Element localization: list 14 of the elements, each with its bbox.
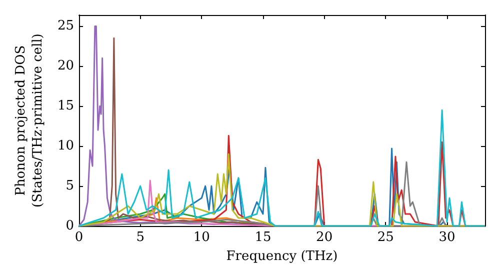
x-axis-title: Frequency (THz) bbox=[226, 249, 338, 264]
x-tick-label: 30 bbox=[438, 230, 456, 245]
x-tick-label: 10 bbox=[193, 230, 210, 245]
y-tick-label: 0 bbox=[66, 218, 74, 234]
y-tick-label: 20 bbox=[57, 58, 74, 74]
x-tick-label: 20 bbox=[316, 230, 333, 245]
x-tick-label: 5 bbox=[136, 230, 144, 245]
y-axis-title: Phonon projected DOS (States/THz·primitive cell) bbox=[14, 33, 46, 208]
x-tick-label: 25 bbox=[377, 230, 394, 245]
x-tick-label: 15 bbox=[254, 230, 272, 245]
y-tick-label: 15 bbox=[57, 98, 74, 114]
y-tick-label: 25 bbox=[57, 18, 74, 34]
y-tick-label: 10 bbox=[57, 138, 74, 154]
y-tick-label: 5 bbox=[66, 178, 74, 194]
